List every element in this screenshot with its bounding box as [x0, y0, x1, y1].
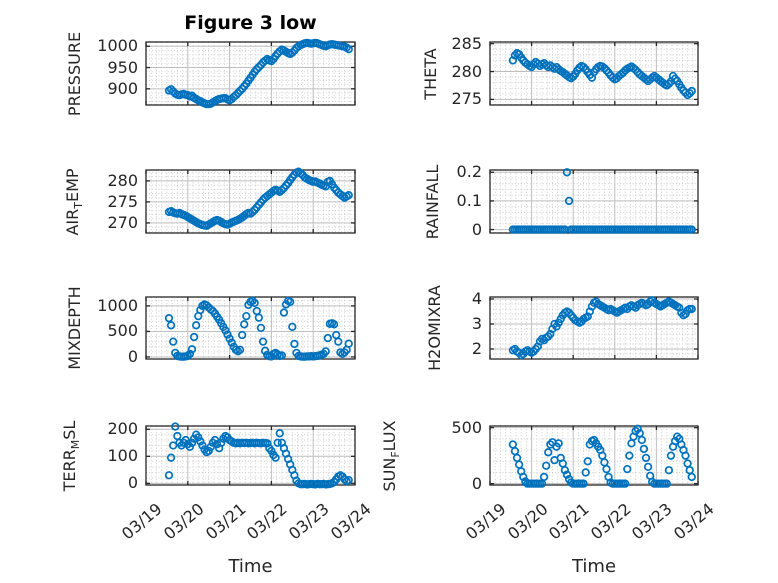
y-tick-label: 0.2	[456, 162, 482, 182]
y-tick-label: 270	[107, 212, 138, 232]
y-tick-label: 200	[107, 419, 138, 439]
figure-title: Figure 3 low	[184, 12, 317, 34]
air-temp-plot-area	[138, 162, 363, 241]
y-tick-label: 0	[471, 473, 482, 493]
y-tick-label: 0.1	[456, 190, 482, 210]
y-tick-label: 0	[471, 219, 482, 239]
time-axis-label-left: Time	[228, 556, 273, 577]
terr-msl-plot-area	[138, 418, 363, 493]
sun-flux-plot-area	[482, 418, 706, 493]
y-tick-label: 275	[451, 89, 482, 109]
h2omixra-plot-area	[482, 289, 706, 367]
y-tick-label: 280	[107, 170, 138, 190]
sun-flux-y-axis-label: SUNFLUX	[380, 420, 403, 491]
theta-plot-area	[482, 34, 706, 113]
y-tick-label: 500	[107, 321, 138, 341]
y-tick-label: 950	[107, 57, 138, 77]
mixdepth-plot-area	[138, 289, 363, 367]
y-tick-label: 0	[127, 346, 138, 366]
y-tick-label: 280	[451, 61, 482, 81]
time-axis-label-right: Time	[571, 556, 617, 577]
y-tick-label: 275	[107, 191, 138, 211]
y-tick-label: 2	[471, 339, 482, 358]
y-tick-label: 100	[107, 446, 138, 466]
y-tick-label: 285	[451, 33, 482, 53]
rainfall-plot-area	[482, 162, 706, 241]
y-tick-label: 4	[471, 289, 482, 308]
pressure-plot-area	[138, 34, 363, 113]
y-tick-label: 1000	[97, 36, 138, 56]
y-tick-label: 900	[107, 78, 138, 98]
y-tick-label: 0	[127, 473, 138, 493]
y-tick-label: 500	[451, 417, 482, 437]
y-tick-label: 3	[471, 314, 482, 333]
y-tick-label: 1000	[97, 295, 138, 315]
